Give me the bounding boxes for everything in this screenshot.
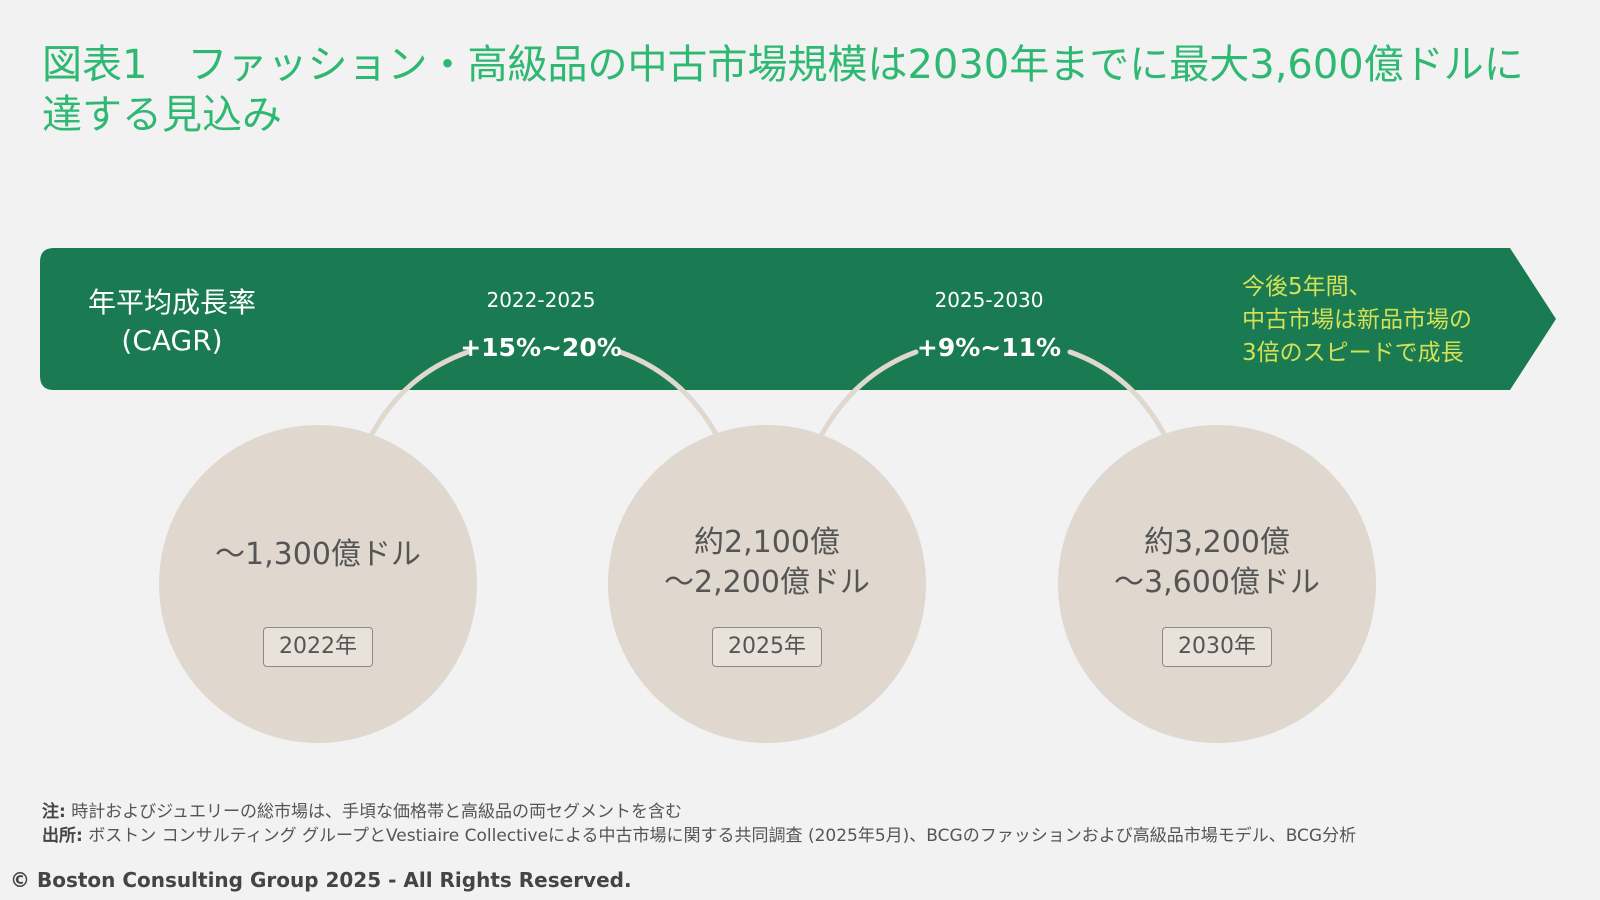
arc-2022-2025-right xyxy=(617,349,719,437)
source-text: ボストン コンサルティング グループとVestiaire Collectiveに… xyxy=(88,826,1357,846)
arc-2025-2030-right xyxy=(1067,349,1167,437)
title-line-1: 図表1 ファッション・高級品の中古市場規模は2030年までに最大3,600億ドル… xyxy=(42,42,1524,88)
cagr-label: 年平均成長率 (CAGR) xyxy=(62,284,282,360)
footnotes: 注: 時計およびジュエリーの総市場は、手頃な価格帯と高級品の両セグメントを含む … xyxy=(42,800,1542,848)
growth-headline: 今後5年間、 中古市場は新品市場の 3倍のスピードで成長 xyxy=(1242,271,1542,370)
headline-line-1: 今後5年間、 xyxy=(1242,274,1372,300)
cagr-label-line-2: (CAGR) xyxy=(121,324,223,357)
cagr-banner-arrow xyxy=(40,248,1556,390)
source-row: 出所: ボストン コンサルティング グループとVestiaire Collect… xyxy=(42,824,1542,848)
cagr-rate-2025-2030: +9%~11% xyxy=(916,333,1062,362)
market-size-value: ～1,300億ドル xyxy=(215,537,421,572)
arc-2025-2030-left xyxy=(819,349,919,437)
market-size-value-line-2: ～3,600億ドル xyxy=(1114,565,1320,600)
headline-line-3: 3倍のスピードで成長 xyxy=(1242,340,1464,366)
note-row: 注: 時計およびジュエリーの総市場は、手頃な価格帯と高級品の両セグメントを含む xyxy=(42,800,1542,824)
headline-line-2: 中古市場は新品市場の xyxy=(1242,307,1472,333)
note-label: 注: xyxy=(42,802,66,822)
cagr-rate-2022-2025: +15%~20% xyxy=(460,333,622,362)
arc-2022-2025-left xyxy=(369,349,471,437)
title-line-2: 達する見込み xyxy=(42,92,282,138)
market-size-value-line-1: 約3,200億 xyxy=(1144,525,1290,560)
cagr-label-line-1: 年平均成長率 xyxy=(87,286,256,319)
note-text: 時計およびジュエリーの総市場は、手頃な価格帯と高級品の両セグメントを含む xyxy=(71,802,683,822)
market-size-value-line-1: 約2,100億 xyxy=(694,525,840,560)
market-size-value-line-2: ～2,200億ドル xyxy=(664,565,870,600)
year-badge: 2022年 xyxy=(263,627,373,667)
source-label: 出所: xyxy=(42,826,83,846)
copyright-notice: © Boston Consulting Group 2025 - All Rig… xyxy=(10,868,632,892)
page-title: 図表1 ファッション・高級品の中古市場規模は2030年までに最大3,600億ドル… xyxy=(42,40,1542,140)
market-size-circle-2025: 約2,100億 ～2,200億ドル 2025年 xyxy=(608,425,926,743)
period-label-2022-2025: 2022-2025 xyxy=(486,288,596,312)
market-size-circle-2030: 約3,200億 ～3,600億ドル 2030年 xyxy=(1058,425,1376,743)
year-badge: 2030年 xyxy=(1162,627,1272,667)
year-badge: 2025年 xyxy=(712,627,822,667)
period-label-2025-2030: 2025-2030 xyxy=(934,288,1044,312)
market-size-circle-2022: ～1,300億ドル 2022年 xyxy=(159,425,477,743)
